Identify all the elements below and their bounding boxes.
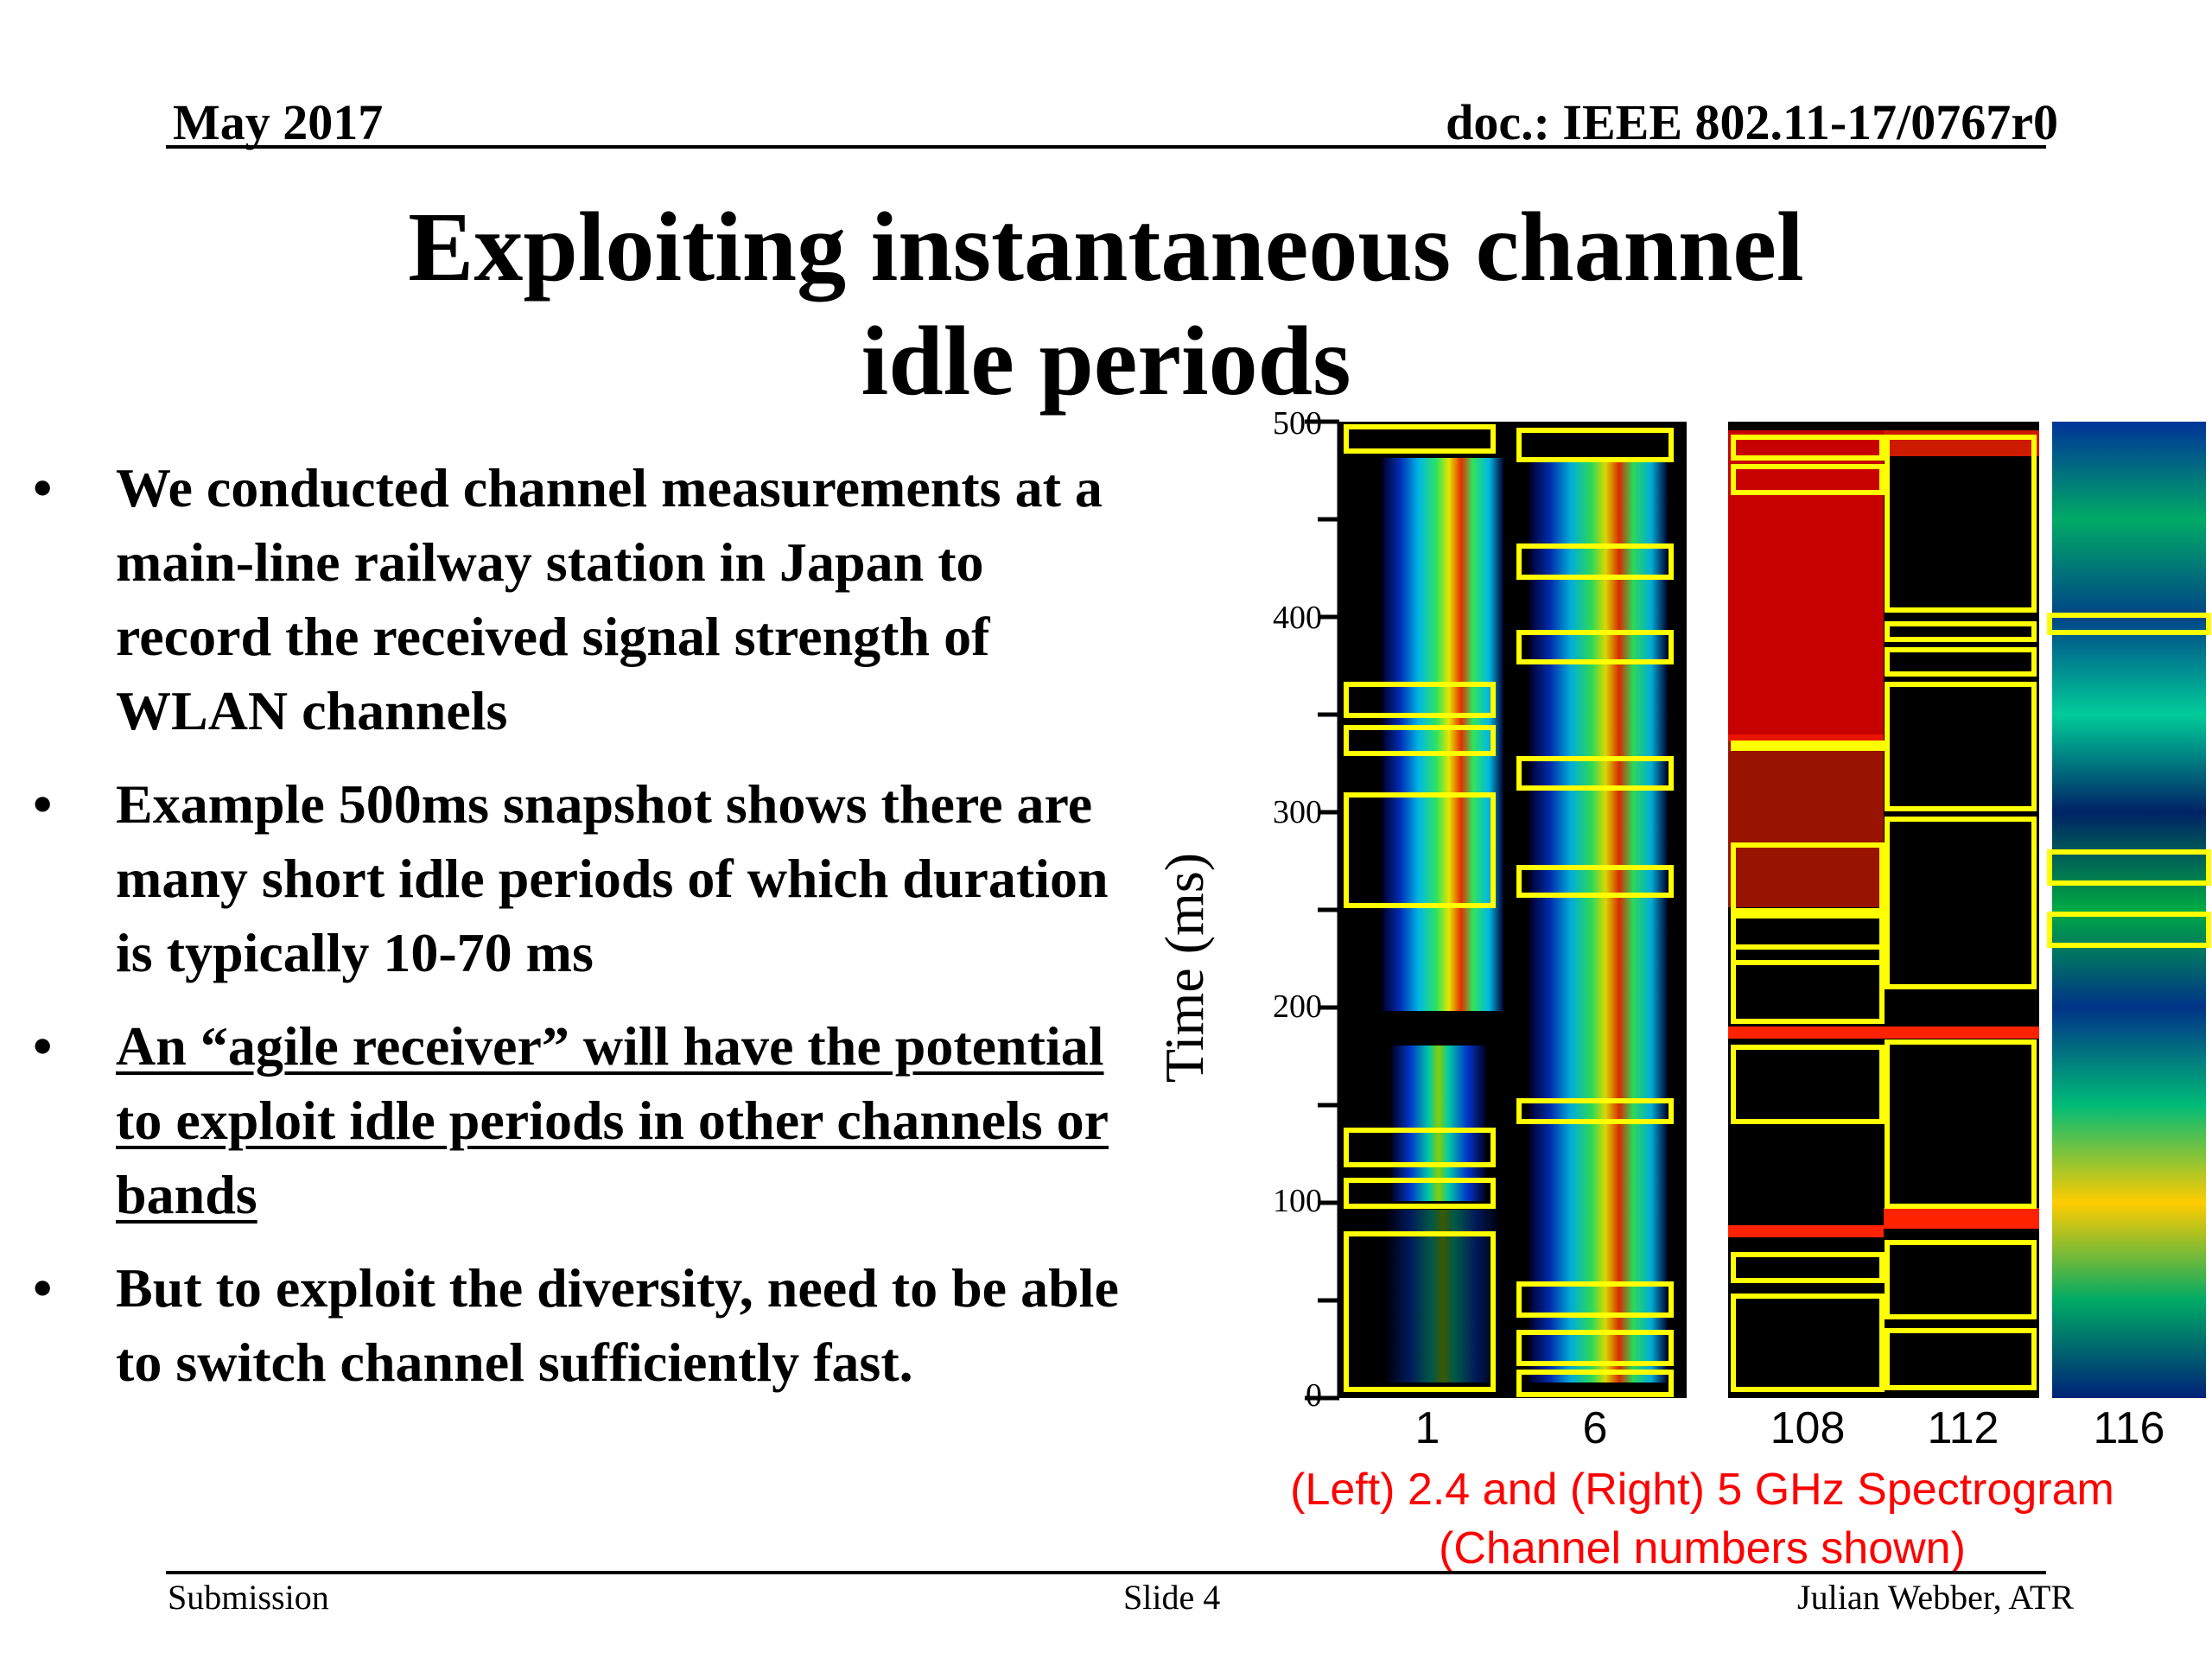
bullet-list: • We conducted channel measurements at a … bbox=[26, 451, 1123, 1419]
footer-author: Julian Webber, ATR bbox=[1797, 1578, 2074, 1617]
bullet-item: • An “agile receiver” will have the poten… bbox=[26, 1009, 1123, 1232]
bullet-text: An “agile receiver” will have the potent… bbox=[116, 1015, 1109, 1225]
channel-1-signal-band bbox=[1382, 458, 1503, 1011]
header-date: May 2017 bbox=[173, 94, 384, 150]
header-rule bbox=[166, 145, 2046, 149]
idle-boxes-channel-116 bbox=[2047, 613, 2211, 948]
y-tick-label: 200 bbox=[1273, 988, 1322, 1025]
y-axis-ticks bbox=[1305, 419, 1339, 1401]
channel-band-burst bbox=[1728, 1027, 2039, 1039]
bullet-item: • We conducted channel measurements at a … bbox=[26, 451, 1123, 748]
idle-boxes-channel-108 bbox=[1731, 913, 1885, 1024]
slide-title-line-2: idle periods bbox=[861, 306, 1351, 416]
bullet-dot: • bbox=[33, 773, 53, 835]
slide-title: Exploiting instantaneous channel idle pe… bbox=[0, 190, 2212, 418]
bullet-dot: • bbox=[33, 1257, 53, 1319]
channel-116-signal-band bbox=[2052, 422, 2206, 1398]
footer-submission: Submission bbox=[168, 1578, 329, 1617]
y-axis-label: Time (ms) bbox=[1154, 853, 1215, 1083]
footer-slide-number: Slide 4 bbox=[1123, 1578, 1221, 1617]
channel-112-signal-band bbox=[1884, 430, 2039, 456]
bullet-text: Example 500ms snapshot shows there are m… bbox=[116, 773, 1109, 983]
channel-label: 1 bbox=[1415, 1403, 1440, 1453]
y-tick-label: 400 bbox=[1273, 600, 1322, 636]
spectrogram-figure: 500 400 300 200 100 0 Time (ms) bbox=[1154, 406, 2211, 1453]
figure-caption-line-1: (Left) 2.4 and (Right) 5 GHz Spectrogram bbox=[1290, 1465, 2114, 1515]
bullet-dot: • bbox=[33, 457, 53, 518]
channel-1-signal-band bbox=[1391, 1046, 1486, 1201]
bullet-item: • But to exploit the diversity, need to b… bbox=[26, 1251, 1123, 1400]
channel-band-burst bbox=[1728, 1225, 1884, 1237]
channel-6-signal-band bbox=[1529, 458, 1668, 1382]
idle-boxes-ch108-complete bbox=[1731, 944, 1885, 1392]
figure-caption-line-2: (Channel numbers shown) bbox=[1439, 1523, 1966, 1573]
y-tick-label: 100 bbox=[1273, 1183, 1322, 1219]
idle-period-boxes bbox=[1344, 424, 1885, 1397]
bullet-text: We conducted channel measurements at a m… bbox=[116, 457, 1103, 741]
channel-label: 116 bbox=[2094, 1403, 2165, 1453]
y-tick-label: 300 bbox=[1273, 794, 1322, 830]
bullet-dot: • bbox=[33, 1015, 53, 1077]
bullet-item: • Example 500ms snapshot shows there are … bbox=[26, 767, 1123, 990]
header-doc-id: doc.: IEEE 802.11-17/0767r0 bbox=[1446, 94, 2058, 150]
channel-label: 6 bbox=[1583, 1403, 1608, 1453]
channel-108-signal-band bbox=[1728, 734, 1884, 907]
y-tick-label: 0 bbox=[1306, 1377, 1322, 1414]
channel-1-signal-band bbox=[1387, 1210, 1499, 1382]
channel-label: 112 bbox=[1928, 1403, 1999, 1453]
channel-band-burst bbox=[1884, 1208, 2039, 1229]
idle-boxes-5ghz-main bbox=[1731, 842, 1885, 1124]
slide-title-line-1: Exploiting instantaneous channel bbox=[408, 192, 1804, 302]
channel-label: 108 bbox=[1770, 1403, 1846, 1453]
channel-108-signal-band bbox=[1728, 430, 1884, 741]
bullet-text: But to exploit the diversity, need to be… bbox=[116, 1257, 1119, 1393]
idle-boxes-channel-112 bbox=[1885, 435, 2037, 1390]
footer-rule bbox=[166, 1571, 2046, 1574]
